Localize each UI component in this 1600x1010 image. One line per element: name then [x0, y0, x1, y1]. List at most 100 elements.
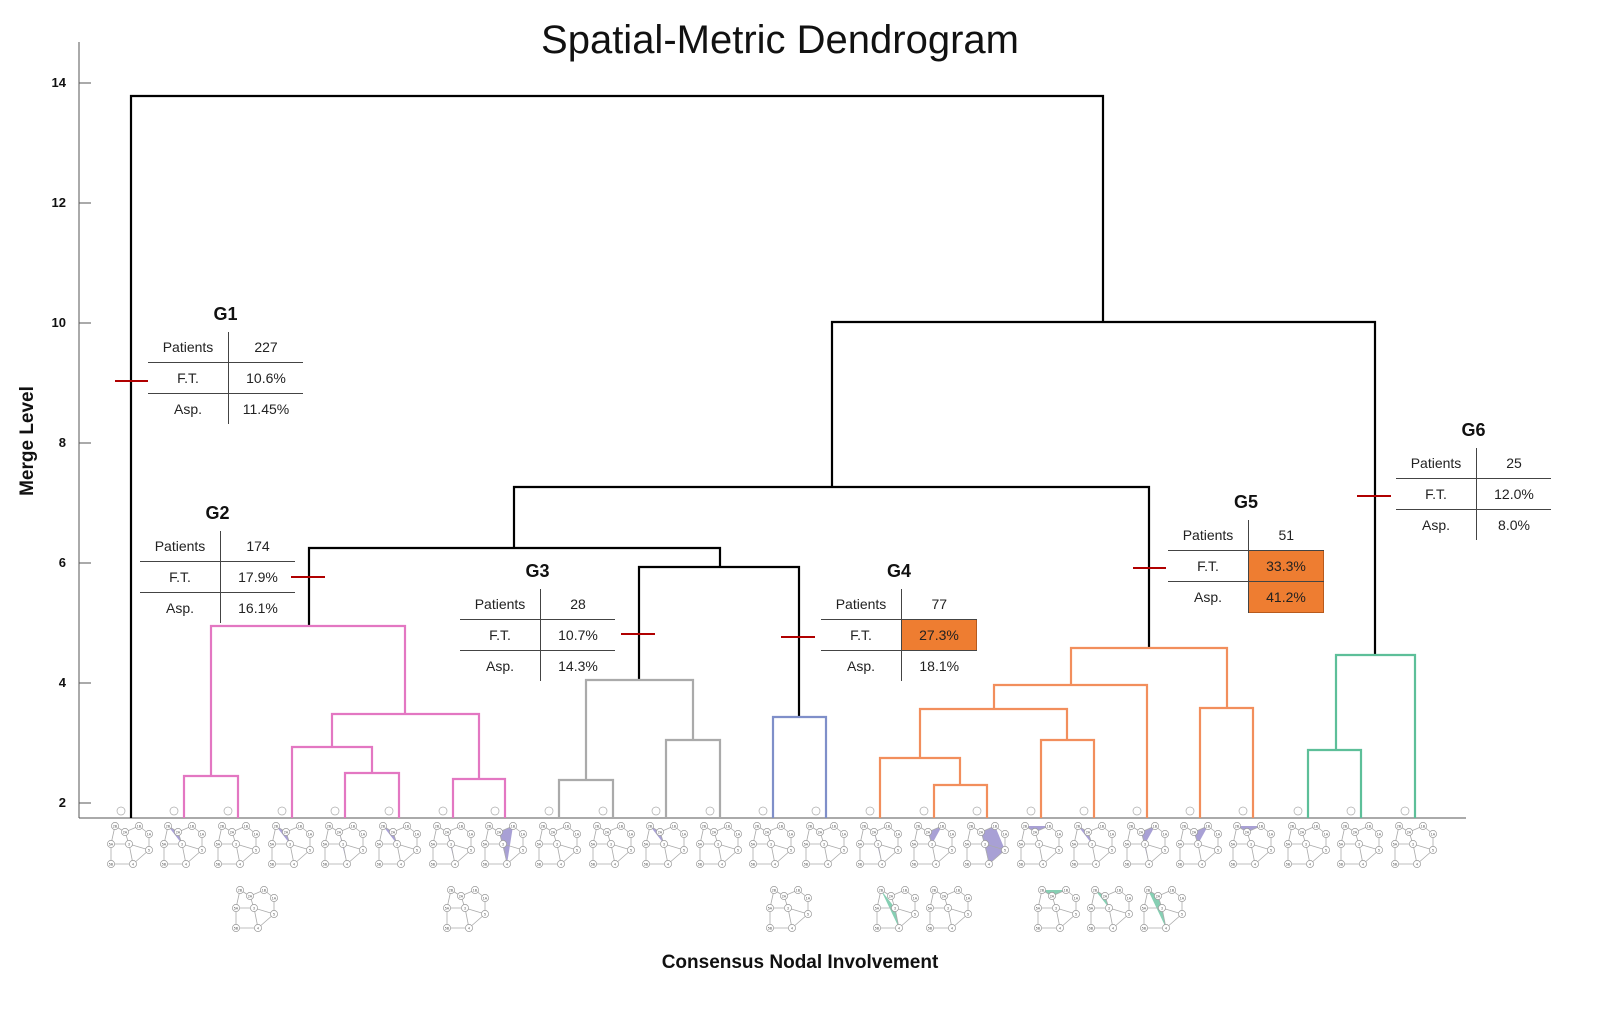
node-circle: [447, 886, 455, 894]
node-label: 2A: [497, 831, 502, 835]
node-circle: [198, 846, 206, 854]
node-label: 3: [894, 907, 896, 911]
node-circle: [1355, 840, 1363, 848]
node-circle: [1070, 840, 1078, 848]
node-circle: [1108, 846, 1116, 854]
node-circle: [911, 894, 919, 902]
node-circle: [816, 828, 824, 836]
node-label: 5A: [804, 843, 809, 847]
node-circle: [734, 830, 742, 838]
node-label: 3: [556, 843, 558, 847]
node-label: 2B: [1093, 889, 1098, 893]
row-label-asp: Asp.: [1168, 581, 1249, 613]
node-circle: [349, 822, 357, 830]
node-circle: [1105, 904, 1113, 912]
node-label: 5: [737, 849, 739, 853]
node-circle: [1145, 860, 1153, 868]
node-label: 5A: [1125, 843, 1130, 847]
node-label: 3: [342, 843, 344, 847]
node-circle: [928, 840, 936, 848]
node-label: 3: [1038, 843, 1040, 847]
node-label: 2A: [765, 831, 770, 835]
node-label: 5: [1378, 849, 1380, 853]
node-label: 5B: [751, 863, 756, 867]
nodal-diagram: 2B 2A 1B 1A 5A 3 5 5B 4: [214, 822, 260, 868]
dendrogram-link: [209, 624, 407, 776]
node-label: 3: [1055, 907, 1057, 911]
node-label: 3: [450, 843, 452, 847]
node-label: 2A: [284, 831, 289, 835]
node-circle: [379, 822, 387, 830]
node-circle: [539, 822, 547, 830]
node-label: 3: [1412, 843, 1414, 847]
node-circle: [926, 904, 934, 912]
node-label: 4: [951, 927, 953, 931]
node-circle: [1072, 910, 1080, 918]
node-circle: [413, 846, 421, 854]
node-label: 2A: [872, 831, 877, 835]
node-label: 3: [931, 843, 933, 847]
node-label: 3: [464, 907, 466, 911]
node-circle: [495, 828, 503, 836]
node-circle: [724, 822, 732, 830]
node-label: 2B: [1397, 825, 1402, 829]
node-circle: [1180, 822, 1188, 830]
dendrogram-link: [1069, 646, 1229, 708]
node-circle: [214, 840, 222, 848]
node-circle: [268, 860, 276, 868]
node-label: 5: [967, 913, 969, 917]
node-circle: [1365, 822, 1373, 830]
node-circle: [236, 860, 244, 868]
node-circle: [1001, 846, 1009, 854]
dendrogram-link: [1039, 738, 1096, 818]
node-circle: [471, 886, 479, 894]
node-label: 4: [1362, 863, 1364, 867]
node-label: 1A: [806, 897, 811, 901]
node-circle: [734, 846, 742, 854]
node-circle: [1144, 886, 1152, 894]
node-circle: [910, 840, 918, 848]
node-label: 2B: [166, 825, 171, 829]
node-circle: [389, 828, 397, 836]
node-label: 2A: [1033, 831, 1038, 835]
node-label: 1B: [726, 825, 731, 829]
patients-value: 174: [220, 531, 295, 562]
node-circle: [1125, 910, 1133, 918]
node-circle: [509, 822, 517, 830]
node-circle: [1091, 886, 1099, 894]
node-circle: [232, 904, 240, 912]
node-circle: [433, 822, 441, 830]
node-label: 1A: [200, 833, 205, 837]
row-label-ft: F.T.: [148, 362, 229, 394]
node-label: 5B: [768, 927, 773, 931]
node-label: 1A: [913, 897, 918, 901]
node-label: 5A: [109, 843, 114, 847]
node-label: 2B: [1023, 825, 1028, 829]
node-circle: [1123, 860, 1131, 868]
node-circle: [260, 886, 268, 894]
node-label: 5A: [1339, 843, 1344, 847]
nodal-diagram-secondary: 2B 2A 1B 1A 5A 3 5 5B 4: [1034, 886, 1080, 932]
nodal-diagram: 2B 2A 1B 1A 5A 3 5 5B 4: [107, 822, 153, 868]
node-circle: [964, 910, 972, 918]
group-table-g6: G6 Patients 25 F.T. 12.0% Asp. 8.0%: [1396, 420, 1551, 540]
node-circle: [1035, 840, 1043, 848]
node-label: 5A: [1178, 843, 1183, 847]
row-label-ft: F.T.: [460, 619, 541, 651]
node-circle: [1141, 840, 1149, 848]
node-label: 2A: [1156, 895, 1161, 899]
node-label: 5A: [928, 907, 933, 911]
node-circle: [820, 840, 828, 848]
node-circle: [461, 904, 469, 912]
node-circle: [1337, 860, 1345, 868]
group-name: G6: [1461, 420, 1486, 440]
involved-region: [881, 890, 899, 928]
node-label: 2A: [1050, 895, 1055, 899]
node-circle: [557, 860, 565, 868]
node-circle: [321, 840, 329, 848]
node-circle: [1198, 860, 1206, 868]
node-label: 4: [988, 863, 990, 867]
rp-node-icon: [1400, 806, 1410, 816]
node-circle: [1154, 892, 1162, 900]
node-label: 5: [484, 913, 486, 917]
